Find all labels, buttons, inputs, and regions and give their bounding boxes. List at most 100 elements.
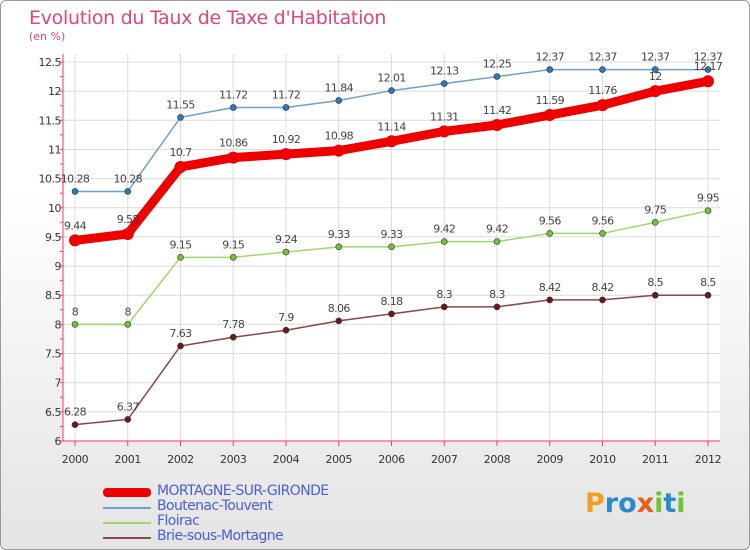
y-tick-label: 12 bbox=[48, 85, 61, 98]
data-label: 9.56 bbox=[591, 214, 614, 227]
data-label: 10.28 bbox=[114, 172, 143, 185]
data-point bbox=[385, 135, 398, 148]
x-tick-label: 2007 bbox=[431, 453, 458, 466]
data-point bbox=[177, 114, 184, 121]
data-point bbox=[177, 342, 184, 350]
data-label: 11.72 bbox=[219, 88, 248, 101]
data-point bbox=[649, 85, 662, 98]
data-point bbox=[440, 238, 448, 245]
x-tick-label: 2011 bbox=[642, 453, 668, 466]
data-label: 10.28 bbox=[61, 172, 90, 185]
data-point bbox=[335, 243, 343, 251]
legend-swatch bbox=[103, 522, 151, 524]
data-point bbox=[71, 421, 79, 428]
legend-label: Boutenac-Touvent bbox=[157, 498, 273, 514]
data-point bbox=[599, 296, 606, 304]
x-tick-label: 2012 bbox=[695, 453, 721, 466]
data-label: 12.37 bbox=[641, 51, 670, 64]
legend-label: MORTAGNE-SUR-GIRONDE bbox=[157, 483, 329, 499]
data-label: 6.37 bbox=[117, 400, 140, 413]
data-label: 12.01 bbox=[377, 72, 406, 85]
data-label: 8.3 bbox=[489, 288, 505, 301]
logo-letter: t bbox=[663, 488, 677, 519]
logo-letter: i bbox=[676, 488, 686, 519]
y-tick-label: 6 bbox=[55, 435, 62, 448]
x-tick-label: 2002 bbox=[167, 453, 193, 466]
data-label: 11.59 bbox=[536, 94, 565, 107]
data-label: 8.42 bbox=[539, 281, 561, 294]
data-point bbox=[651, 219, 659, 226]
data-point bbox=[704, 66, 712, 73]
proxiti-logo: Proxiti bbox=[585, 488, 686, 519]
data-label: 9.15 bbox=[222, 238, 245, 251]
data-point bbox=[335, 97, 343, 104]
logo-letter: o bbox=[618, 488, 637, 519]
data-label: 11.55 bbox=[166, 98, 195, 111]
data-label: 10.98 bbox=[325, 130, 354, 143]
data-label: 10.7 bbox=[169, 146, 192, 159]
data-point bbox=[227, 151, 240, 164]
data-point bbox=[124, 416, 132, 423]
data-label: 9.44 bbox=[64, 219, 87, 232]
x-tick-label: 2009 bbox=[537, 453, 564, 466]
data-label: 8 bbox=[125, 305, 132, 318]
x-tick-label: 2003 bbox=[220, 453, 247, 466]
data-point bbox=[651, 291, 659, 299]
data-label: 8.06 bbox=[328, 302, 351, 315]
data-point bbox=[440, 303, 448, 311]
x-tick-label: 2010 bbox=[589, 453, 616, 466]
data-label: 6.28 bbox=[64, 406, 87, 419]
data-label: 11.72 bbox=[272, 88, 301, 101]
y-tick-label: 6.5 bbox=[45, 406, 61, 419]
data-label: 9.56 bbox=[539, 214, 562, 227]
data-label: 9.33 bbox=[328, 228, 351, 241]
data-label: 11.76 bbox=[588, 84, 617, 97]
data-label: 11.42 bbox=[483, 104, 512, 117]
logo-letter: x bbox=[636, 488, 655, 519]
data-label: 7.63 bbox=[169, 327, 192, 340]
data-point bbox=[177, 254, 184, 261]
y-tick-label: 9.5 bbox=[45, 231, 61, 244]
chart-subtitle: (en %) bbox=[29, 30, 66, 43]
y-tick-label: 11 bbox=[48, 143, 61, 156]
data-point bbox=[282, 248, 290, 256]
data-label: 12.25 bbox=[483, 58, 512, 71]
data-label: 9.42 bbox=[433, 223, 455, 236]
x-tick-label: 2004 bbox=[273, 453, 300, 466]
data-point bbox=[491, 118, 503, 131]
chart-title: Evolution du Taux de Taxe d'Habitation bbox=[29, 7, 387, 29]
data-point bbox=[121, 228, 134, 241]
y-tick-label: 12.5 bbox=[39, 56, 62, 69]
logo-letter: P bbox=[585, 488, 605, 519]
data-point bbox=[280, 148, 292, 161]
data-point bbox=[124, 321, 132, 328]
legend-swatch bbox=[103, 488, 151, 497]
data-point bbox=[332, 144, 345, 157]
data-label: 12.37 bbox=[694, 51, 723, 64]
data-label: 8 bbox=[72, 305, 79, 318]
data-point bbox=[71, 188, 79, 195]
y-tick-label: 10.5 bbox=[39, 173, 62, 186]
data-label: 11.31 bbox=[430, 110, 459, 123]
data-point bbox=[388, 243, 395, 251]
data-point bbox=[543, 109, 556, 122]
data-point bbox=[440, 80, 448, 87]
x-tick-label: 2001 bbox=[115, 453, 141, 466]
data-point bbox=[282, 326, 290, 334]
data-point bbox=[493, 303, 501, 311]
data-label: 12.13 bbox=[430, 65, 459, 78]
data-point bbox=[69, 234, 81, 247]
data-point bbox=[493, 238, 501, 245]
data-label: 10.92 bbox=[272, 133, 301, 146]
data-label: 9.95 bbox=[697, 192, 720, 205]
data-point bbox=[388, 310, 395, 318]
y-tick-label: 8 bbox=[55, 318, 62, 331]
data-label: 11.14 bbox=[377, 120, 406, 133]
y-tick-label: 8.5 bbox=[45, 289, 61, 302]
data-label: 9.42 bbox=[486, 223, 508, 236]
x-tick-label: 2005 bbox=[326, 453, 353, 466]
data-label: 12.17 bbox=[694, 60, 723, 73]
y-tick-label: 10 bbox=[48, 202, 61, 215]
